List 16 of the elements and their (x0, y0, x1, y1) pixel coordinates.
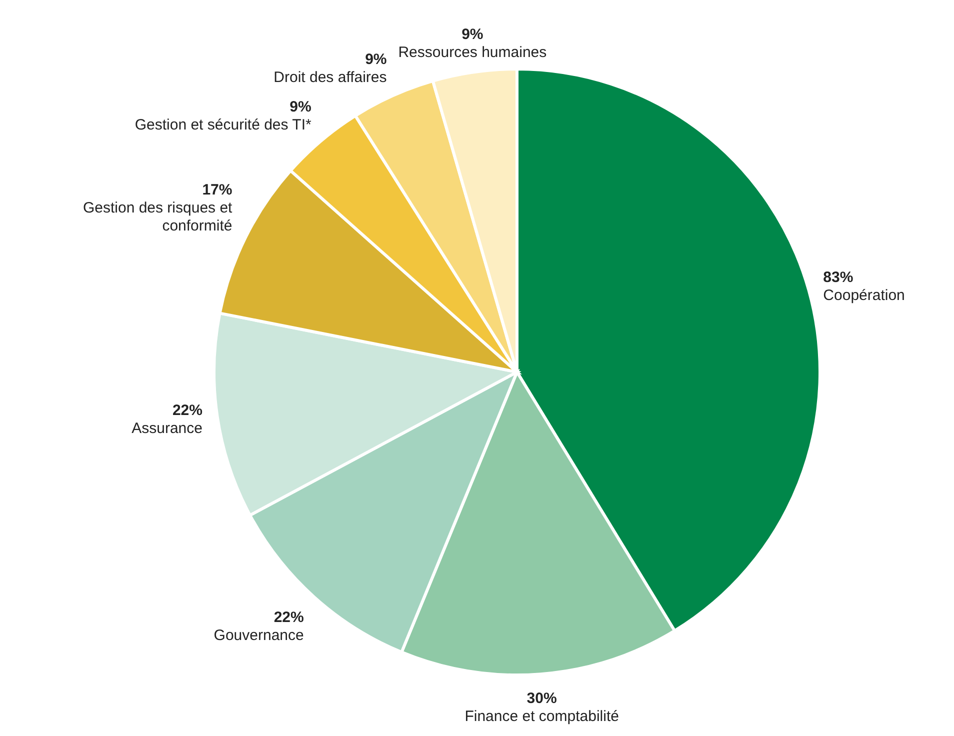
data-label: 30% (526, 690, 557, 708)
slice-label: Finance et comptabilité (464, 708, 619, 726)
slice-label: Coopération (823, 287, 905, 304)
slice-label: Assurance (132, 420, 202, 438)
data-label: 9% (290, 98, 312, 116)
data-label: 83% (823, 269, 854, 286)
data-label: 22% (274, 608, 304, 626)
slice-label: Gouvernance (214, 626, 304, 644)
slice-label: Ressources humaines (398, 44, 547, 62)
data-label: 22% (172, 402, 202, 420)
slice-label: Gestion des risques et conformité (82, 200, 234, 235)
data-label: 17% (202, 182, 232, 199)
data-label: 9% (462, 26, 484, 44)
data-label: 9% (365, 50, 387, 68)
slice-label: Droit des affaires (274, 68, 387, 86)
slice-label: Gestion et sécurité des TI* (134, 116, 312, 134)
